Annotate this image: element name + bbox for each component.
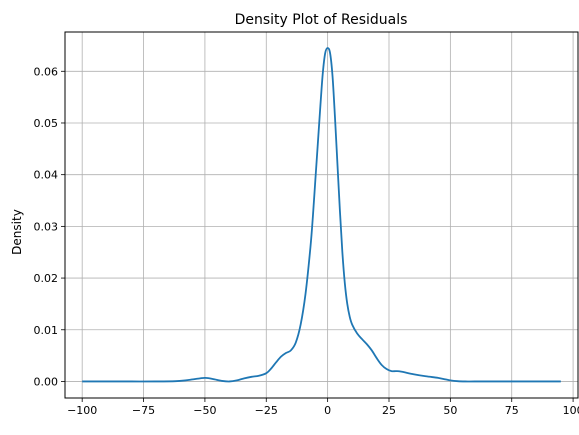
y-axis-ticks: 0.00 0.01 0.02 0.03 0.04 0.05 0.06 [34,65,65,388]
series-layer [82,47,561,383]
x-tick-label: 0 [324,404,331,417]
x-tick-label: −100 [67,404,97,417]
y-tick-label: 0.02 [34,272,59,285]
x-tick-label: −75 [132,404,155,417]
grid-lines [65,32,578,398]
x-tick-label: 100 [563,404,579,417]
density-line [82,47,561,383]
x-tick-label: −25 [255,404,278,417]
y-axis-label: Density [10,209,24,255]
plot-frame [64,31,579,399]
x-tick-label: −50 [193,404,216,417]
chart-title: Density Plot of Residuals [235,12,408,28]
x-tick-label: 25 [382,404,396,417]
x-tick-label: 75 [505,404,519,417]
x-tick-label: 50 [443,404,457,417]
y-tick-label: 0.00 [34,375,59,388]
y-tick-label: 0.06 [34,65,59,78]
y-tick-label: 0.01 [34,324,59,337]
y-tick-label: 0.03 [34,220,59,233]
y-tick-label: 0.04 [34,169,59,182]
x-axis-ticks: −100 −75 −50 −25 0 25 50 75 100 [67,398,579,417]
y-tick-label: 0.05 [34,117,59,130]
